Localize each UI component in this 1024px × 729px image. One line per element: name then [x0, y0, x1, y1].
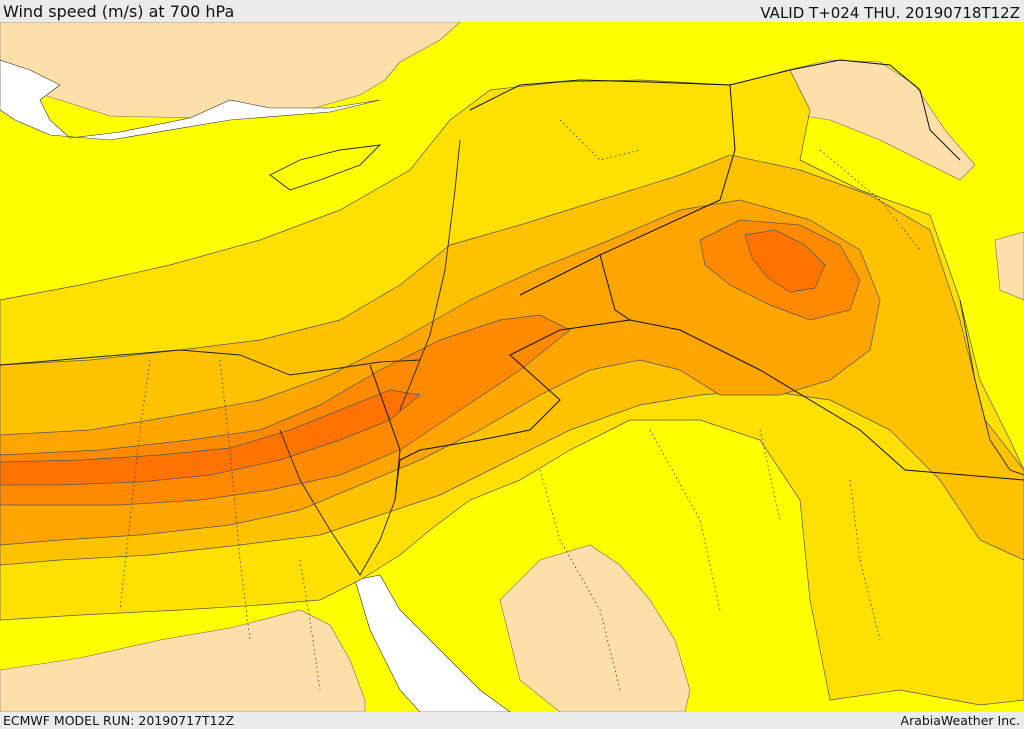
credit: ArabiaWeather Inc. [900, 713, 1020, 728]
coastline-levant [399, 139, 461, 411]
border-syria-iraq [519, 84, 736, 296]
footer-bar: ECMWF MODEL RUN: 20190717T12Z ArabiaWeat… [0, 712, 1024, 729]
red-sea-mask [354, 574, 511, 712]
border-jordan-saudi [399, 319, 631, 461]
coastline-cyprus [269, 144, 382, 191]
admin-boundaries [119, 119, 921, 691]
header-bar: Wind speed (m/s) at 700 hPa VALID T+024 … [0, 0, 1024, 22]
weak-wind-area-egypt [0, 609, 366, 712]
border-egypt-israel [369, 364, 401, 501]
border-iraq-iran [789, 59, 961, 161]
valid-time: VALID T+024 THU. 20190718T12Z [760, 4, 1020, 22]
coastline-persian-gulf [959, 299, 1024, 476]
coastline-north-africa [0, 349, 421, 376]
model-run: ECMWF MODEL RUN: 20190717T12Z [3, 713, 235, 728]
wind-band-5 [0, 389, 421, 486]
border-iraq-jordan [599, 254, 1024, 481]
wind-band-5-east [744, 229, 826, 293]
wind-speed-map[interactable] [0, 22, 1024, 712]
aegean-sea-mask [0, 59, 381, 141]
weak-wind-area-arabia [499, 544, 691, 712]
weak-wind-area-east [994, 231, 1024, 301]
border-turkey-syria [469, 69, 791, 111]
map-title: Wind speed (m/s) at 700 hPa [3, 2, 235, 21]
